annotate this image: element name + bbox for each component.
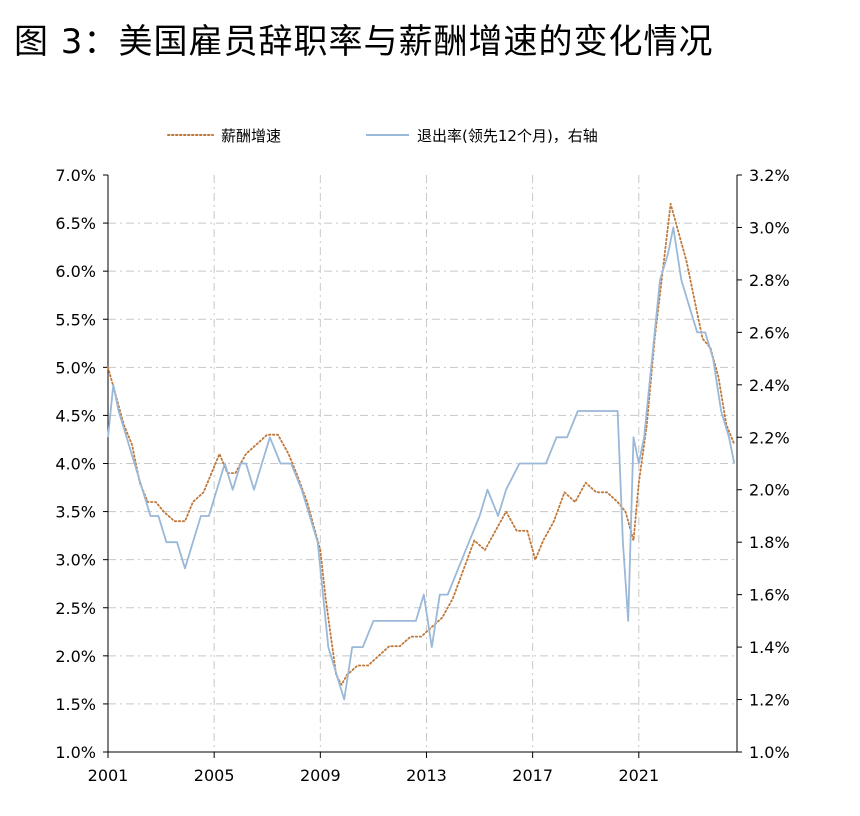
left-tick-label: 2.5%: [55, 599, 96, 618]
right-tick-label: 2.8%: [749, 271, 790, 290]
grid: [108, 175, 737, 752]
left-tick-label: 6.5%: [55, 214, 96, 233]
legend: 薪酬增速 退出率(领先12个月)，右轴: [167, 127, 598, 145]
legend-label-0: 薪酬增速: [221, 127, 281, 145]
right-tick-label: 3.2%: [749, 166, 790, 185]
left-tick-label: 5.5%: [55, 310, 96, 329]
x-tick-label: 2005: [194, 766, 235, 785]
x-tick-label: 2021: [618, 766, 659, 785]
left-tick-label: 5.0%: [55, 358, 96, 377]
right-tick-label: 2.4%: [749, 376, 790, 395]
left-tick-label: 3.5%: [55, 503, 96, 522]
left-tick-label: 1.5%: [55, 695, 96, 714]
x-tick-label: 2017: [512, 766, 553, 785]
left-tick-label: 6.0%: [55, 262, 96, 281]
right-tick-label: 2.6%: [749, 323, 790, 342]
legend-label-1: 退出率(领先12个月)，右轴: [417, 127, 598, 145]
right-tick-label: 1.4%: [749, 638, 790, 657]
right-tick-label: 1.0%: [749, 743, 790, 762]
series-line-1: [107, 226, 736, 701]
right-tick-label: 1.8%: [749, 533, 790, 552]
x-axis-ticks: 2001 2005 2009 2013 2017 2021: [88, 752, 659, 785]
chart-title: 图 3：美国雇员辞职率与薪酬增速的变化情况: [14, 22, 714, 62]
left-tick-label: 4.0%: [55, 455, 96, 474]
left-tick-label: 1.0%: [55, 743, 96, 762]
left-tick-label: 4.5%: [55, 406, 96, 425]
left-axis-ticks: 7.0% 6.5% 6.0% 5.5% 5.0% 4.5% 4.0% 3.5% 3.0% 2.5%…: [55, 166, 108, 762]
left-tick-label: 7.0%: [55, 166, 96, 185]
right-tick-label: 3.0%: [749, 218, 790, 237]
left-tick-label: 3.0%: [55, 551, 96, 570]
right-tick-label: 1.2%: [749, 691, 790, 710]
x-tick-label: 2001: [88, 766, 129, 785]
series-lines: [107, 202, 736, 701]
right-tick-label: 2.2%: [749, 428, 790, 447]
x-tick-label: 2013: [406, 766, 447, 785]
right-axis-ticks: 3.2% 3.0% 2.8% 2.6% 2.4% 2.2% 2.0% 1.8% 1.6% 1.4%…: [737, 166, 790, 762]
left-tick-label: 2.0%: [55, 647, 96, 666]
series-line-0: [107, 202, 736, 686]
right-tick-label: 2.0%: [749, 481, 790, 500]
right-tick-label: 1.6%: [749, 586, 790, 605]
x-tick-label: 2009: [300, 766, 341, 785]
